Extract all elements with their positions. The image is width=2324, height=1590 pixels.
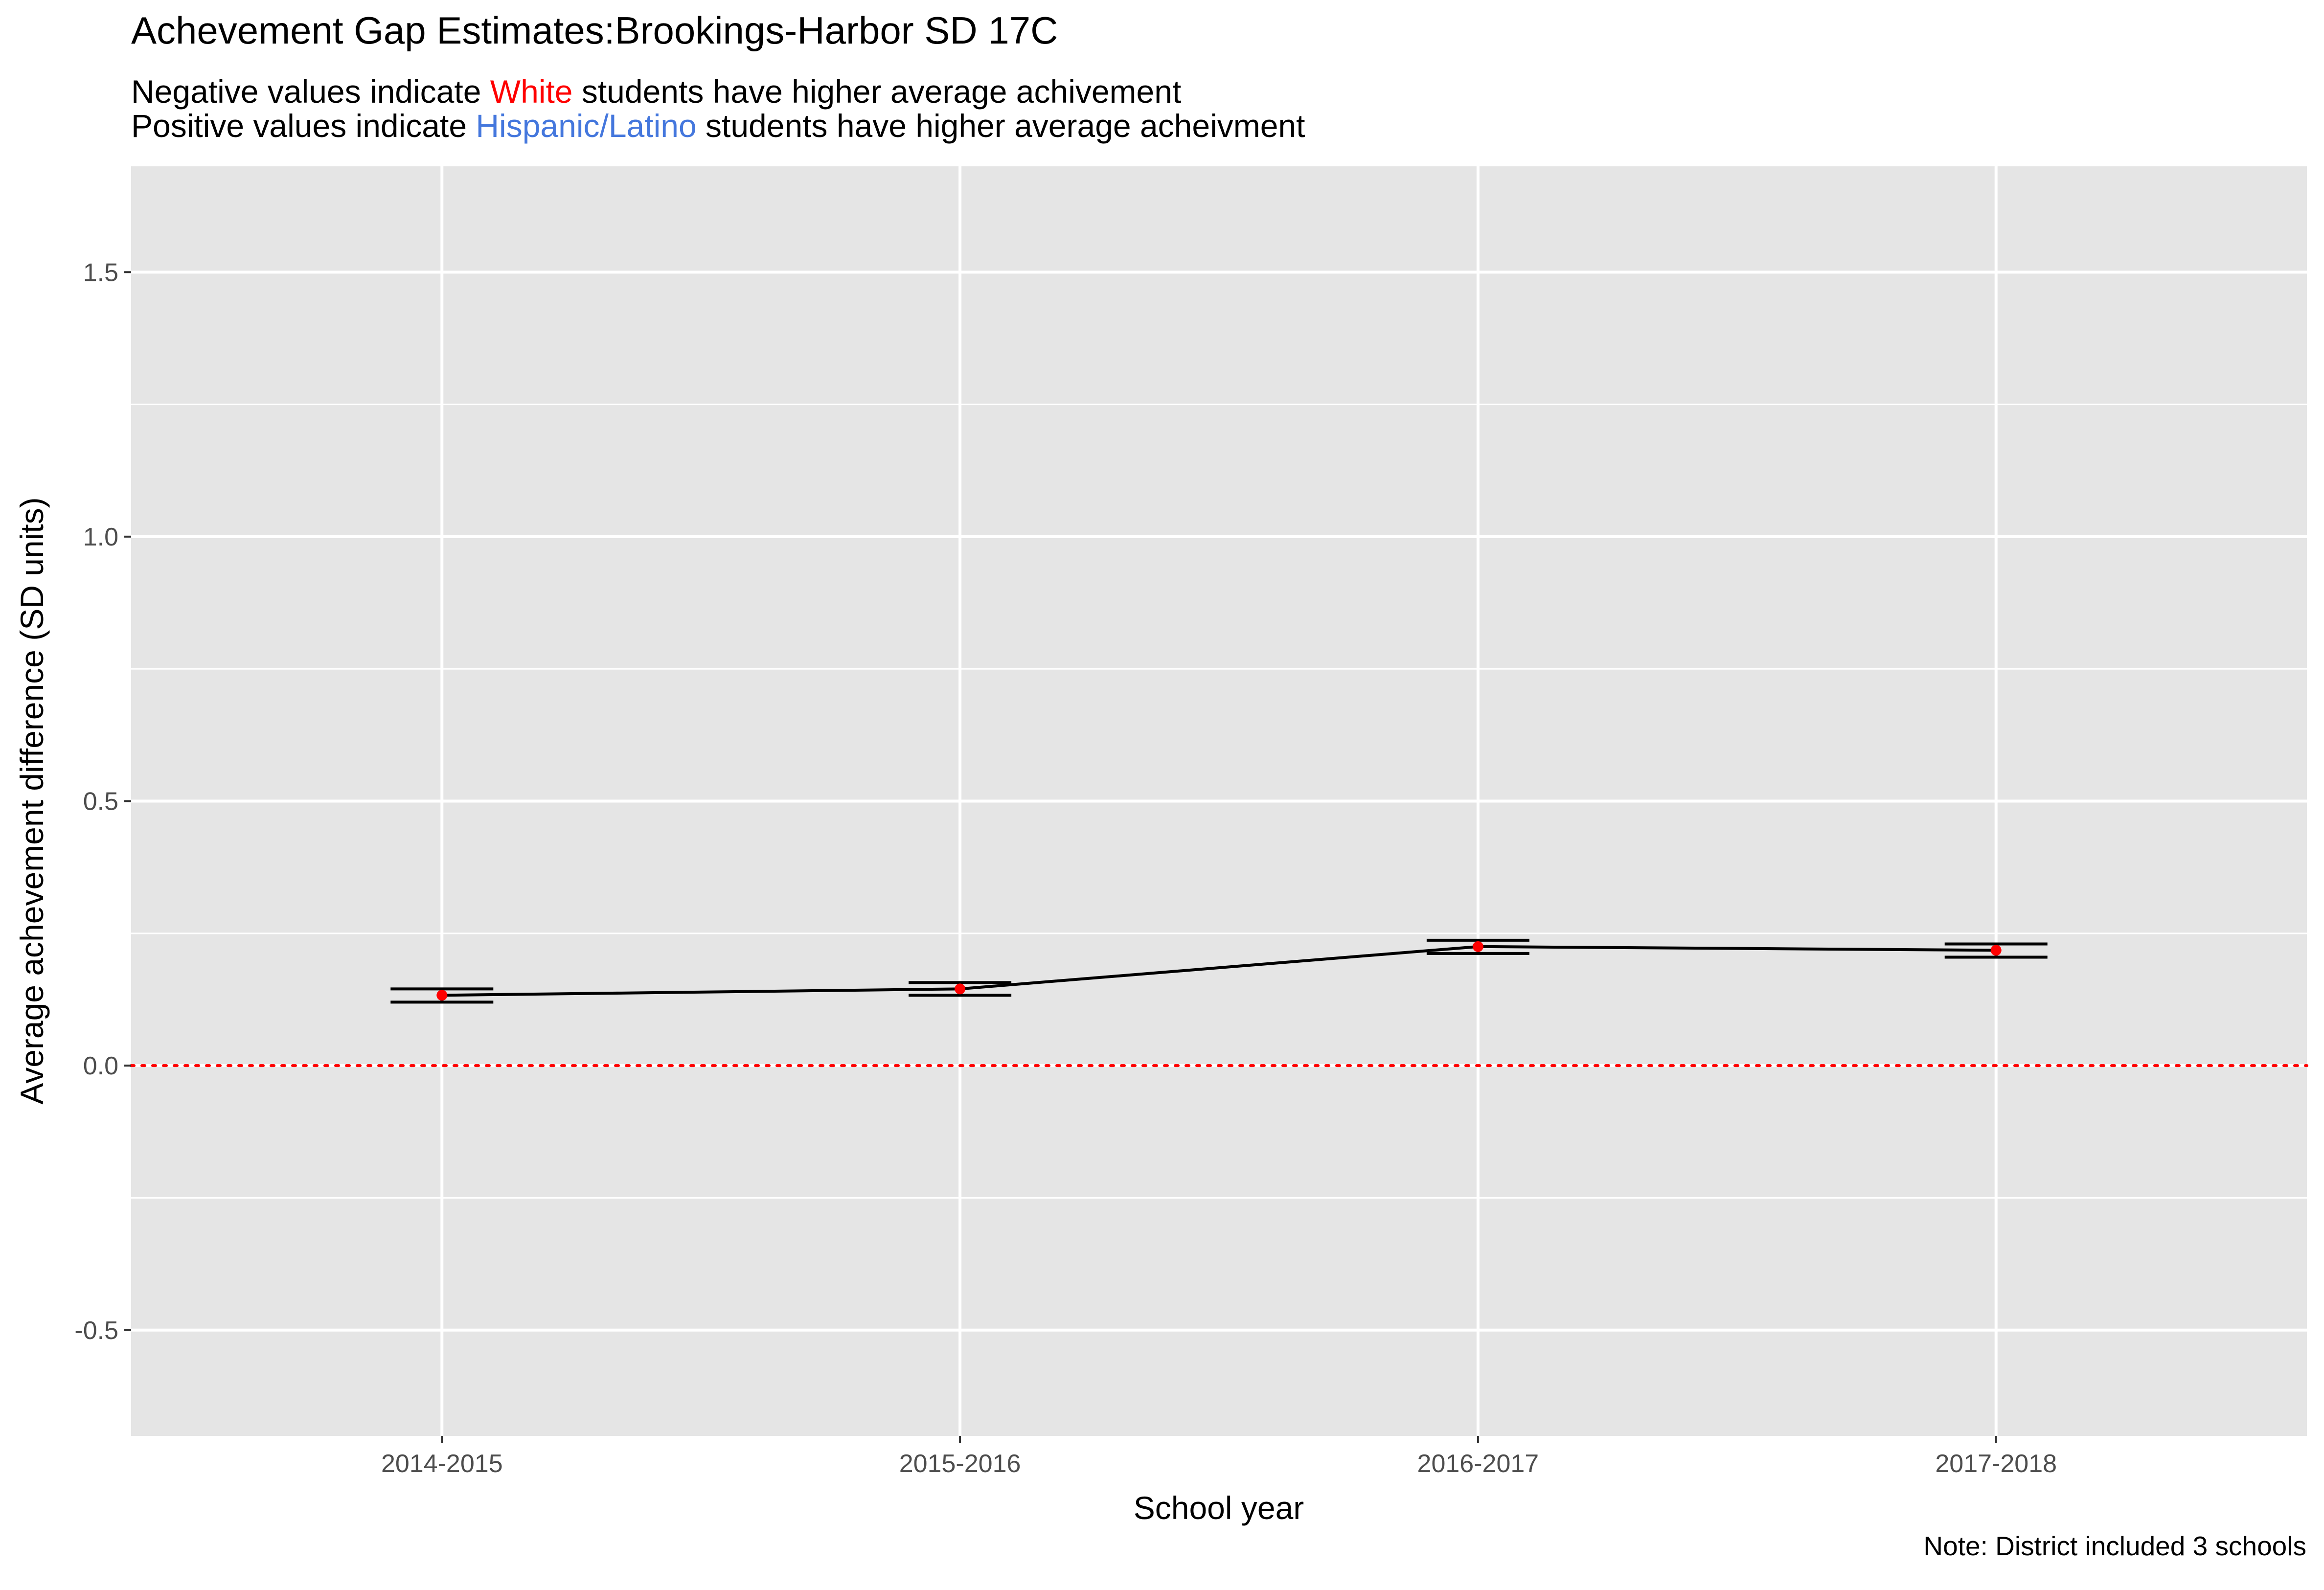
subtitle-positive: Positive values indicate Hispanic/Latino… [131,108,1305,145]
y-tick-label: 1.0 [83,523,118,551]
y-axis-label: Average achevement difference (SD units) [14,497,50,1104]
data-point [1472,941,1483,952]
x-axis: 2014-2015 2015-2016 2016-2017 2017-2018 [381,1436,2057,1478]
data-point [1990,945,2002,956]
x-tick-label: 2016-2017 [1417,1450,1539,1478]
chart-caption: Note: District included 3 schools [1923,1531,2306,1561]
minor-gridlines [131,404,2307,1199]
data-point [955,983,966,995]
x-tick-label: 2017-2018 [1935,1450,2057,1478]
subtitle-positive-prefix: Positive values indicate [131,108,476,144]
x-tick-label: 2015-2016 [899,1450,1021,1478]
y-tick-label: 0.5 [83,788,118,816]
subtitle-negative: Negative values indicate White students … [131,73,1181,111]
subtitle-negative-suffix: students have higher average achivement [572,73,1182,110]
subtitle-hispanic-label: Hispanic/Latino [476,108,697,144]
y-axis: -0.5 0.0 0.5 1.0 1.5 [74,258,131,1345]
gap-series [390,938,2048,1004]
y-tick-label: -0.5 [74,1317,118,1345]
y-tick-label: 1.5 [83,258,118,287]
x-tick-label: 2014-2015 [381,1450,503,1478]
subtitle-white-label: White [490,73,573,110]
y-tick-label: 0.0 [83,1052,118,1080]
subtitle-positive-suffix: students have higher average acheivment [696,108,1305,144]
subtitle-negative-prefix: Negative values indicate [131,73,490,110]
x-axis-label: School year [1134,1490,1304,1526]
series-line [442,945,1996,997]
data-point [436,990,448,1001]
chart-title: Achevement Gap Estimates:Brookings-Harbo… [131,9,1058,52]
